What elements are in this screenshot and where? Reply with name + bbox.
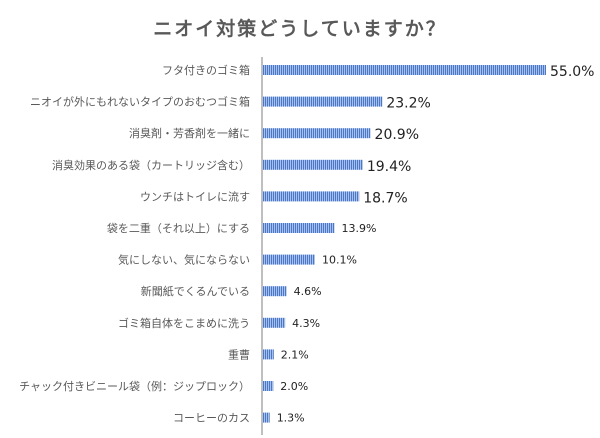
data-label: 19.4%	[367, 159, 411, 175]
bar	[263, 317, 286, 328]
data-label: 4.3%	[292, 317, 320, 330]
bar	[263, 286, 287, 297]
bar	[263, 191, 360, 202]
chart-title: ニオイ対策どうしていますか？	[153, 18, 447, 40]
category-label: フタ付きのゴミ箱	[162, 63, 250, 77]
bar	[263, 349, 274, 360]
bar	[263, 223, 335, 233]
bar	[263, 159, 363, 170]
data-label: 10.1%	[322, 254, 357, 267]
category-label: ニオイが外にもれないタイプのおむつゴミ箱	[30, 95, 250, 109]
data-label: 13.9%	[342, 222, 377, 235]
bar	[263, 96, 383, 107]
data-label: 1.3%	[277, 412, 305, 425]
category-label: 消臭効果のある袋（カートリッジ含む）	[52, 158, 250, 172]
category-label: ゴミ箱自体をこまめに洗う	[118, 316, 250, 330]
data-label: 2.0%	[280, 380, 308, 393]
category-label: 袋を二重（それ以上）にする	[107, 221, 250, 235]
category-label: 消臭剤・芳香剤を一緒に	[129, 126, 250, 140]
category-label: 気にしない、気にならない	[118, 253, 250, 267]
category-label: ウンチはトイレに流す	[140, 189, 250, 203]
bar	[263, 65, 546, 75]
data-label: 2.1%	[281, 348, 309, 361]
data-label: 20.9%	[375, 127, 419, 143]
category-label: コーヒーのカス	[173, 412, 250, 425]
category-label: 重曹	[228, 347, 250, 361]
bar	[263, 412, 270, 423]
data-label: 55.0%	[550, 64, 594, 80]
bar	[263, 254, 315, 265]
data-label: 4.6%	[294, 285, 322, 298]
category-label: 新聞紙でくるんでいる	[141, 284, 250, 298]
category-label: チャック付きビニール袋（例：ジップロック）	[19, 379, 250, 393]
data-label: 23.2%	[386, 96, 430, 112]
data-label: 18.7%	[363, 190, 407, 206]
bar	[263, 381, 274, 391]
bar	[263, 128, 371, 139]
